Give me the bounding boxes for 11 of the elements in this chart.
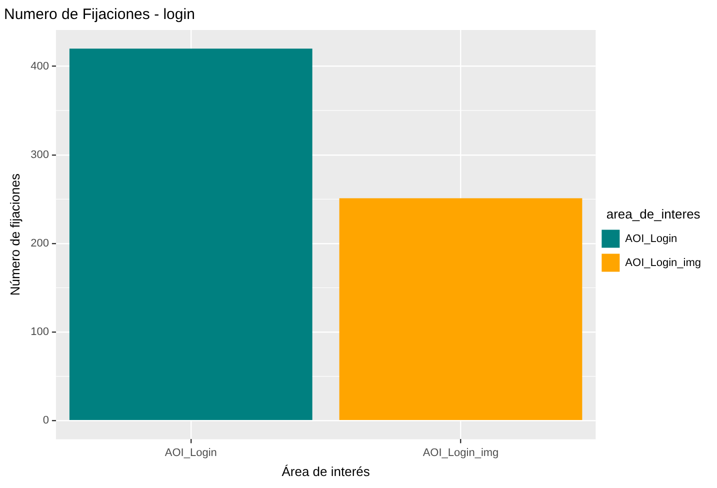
legend-label: AOI_Login bbox=[625, 232, 678, 245]
legend-title: area_de_interes bbox=[606, 206, 701, 222]
x-axis-title: Área de interés bbox=[282, 464, 370, 479]
y-tick-label: 200 bbox=[30, 237, 49, 250]
y-tick-label: 400 bbox=[30, 60, 49, 72]
chart-title: Numero de Fijaciones - login bbox=[4, 6, 195, 24]
legend-label: AOI_Login_img bbox=[625, 256, 702, 269]
y-axis-title: Número de fijaciones bbox=[7, 173, 22, 296]
y-tick-label: 100 bbox=[30, 326, 49, 338]
y-tick-label: 300 bbox=[30, 148, 49, 161]
y-tick-label: 0 bbox=[42, 414, 49, 427]
